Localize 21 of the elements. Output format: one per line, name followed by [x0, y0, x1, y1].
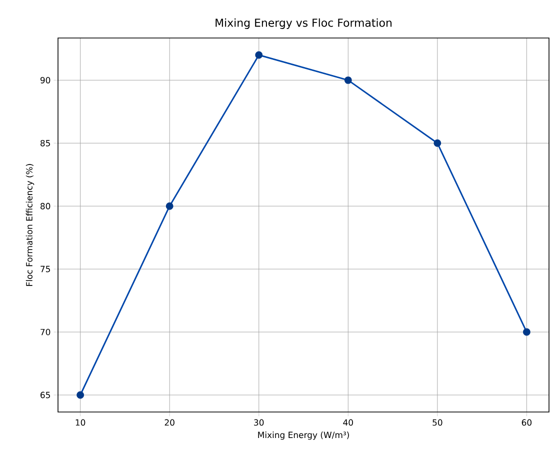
y-axis-title: Floc Formation Efficiency (%): [26, 164, 34, 286]
y-tick-label: 85: [40, 140, 50, 146]
point: [522, 328, 530, 336]
y-tick-label: 65: [40, 392, 50, 398]
y-tick-label: 90: [40, 76, 50, 84]
point: [255, 51, 263, 59]
x-tick-label: 50: [432, 419, 442, 426]
x-tick-label: 20: [164, 419, 174, 426]
x-tick-label: 40: [343, 419, 353, 426]
y-tick-label: 80: [40, 202, 50, 210]
y-tick-label: 70: [40, 328, 50, 336]
x-tick-label: 60: [522, 419, 532, 426]
y-tick-label: 75: [40, 266, 50, 272]
x-axis-title: Mixing Energy (W/m³): [258, 432, 349, 440]
point: [76, 391, 84, 399]
x-tick-label: 10: [76, 419, 86, 426]
point: [434, 139, 442, 147]
point: [344, 76, 352, 84]
point: [166, 202, 174, 210]
x-tick-label: 30: [254, 419, 264, 426]
chart-title: Mixing Energy vs Floc Formation: [216, 18, 392, 29]
